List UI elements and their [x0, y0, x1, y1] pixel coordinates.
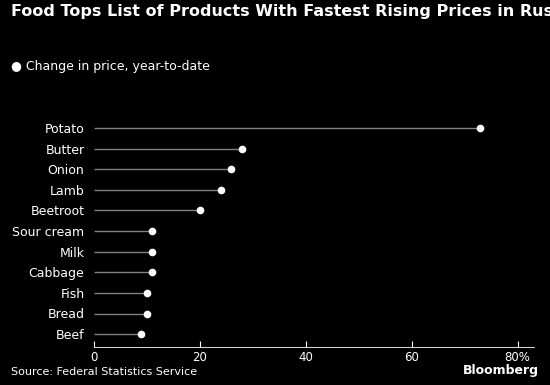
Text: Source: Federal Statistics Service: Source: Federal Statistics Service: [11, 367, 197, 377]
Text: Bloomberg: Bloomberg: [463, 364, 539, 377]
Text: Food Tops List of Products With Fastest Rising Prices in Russia: Food Tops List of Products With Fastest …: [11, 4, 550, 19]
Text: ● Change in price, year-to-date: ● Change in price, year-to-date: [11, 60, 210, 73]
